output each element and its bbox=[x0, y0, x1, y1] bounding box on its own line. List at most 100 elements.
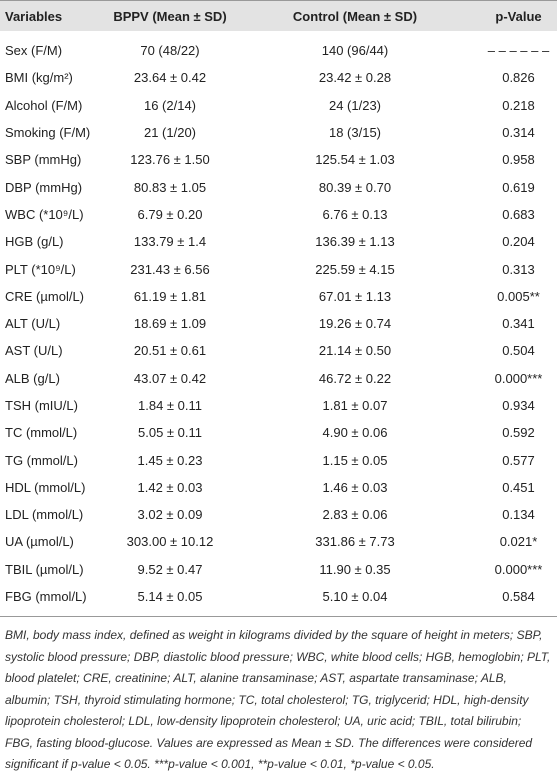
value-cell: 23.42 ± 0.28 bbox=[318, 70, 392, 86]
value-cell: 6.79 ± 0.20 bbox=[137, 206, 203, 222]
variable-cell: WBC (*10⁹/L) bbox=[5, 206, 84, 222]
table-row: HDL (mmol/L) 1.42 ± 0.03 1.46 ± 0.03 0.451 bbox=[0, 474, 557, 501]
value-cell: 23.64 ± 0.42 bbox=[133, 70, 207, 86]
value-cell: 225.59 ± 4.15 bbox=[315, 261, 395, 277]
table-row: WBC (*10⁹/L) 6.79 ± 0.20 6.76 ± 0.13 0.683 bbox=[0, 201, 557, 228]
value-cell: 6.76 ± 0.13 bbox=[322, 206, 388, 222]
variable-cell: TBIL (µmol/L) bbox=[5, 561, 84, 577]
value-cell: 18.69 ± 1.09 bbox=[133, 316, 207, 332]
variable-cell: TSH (mIU/L) bbox=[5, 398, 78, 413]
variable-cell: HGB (g/L) bbox=[5, 234, 64, 250]
value-cell: 24 (1/23) bbox=[328, 97, 382, 113]
value-cell: 0.021* bbox=[499, 534, 538, 550]
footnote: BMI, body mass index, defined as weight … bbox=[5, 628, 551, 772]
table-row: TSH (mIU/L) 1.84 ± 0.11 1.81 ± 0.07 0.934 bbox=[0, 392, 557, 419]
value-cell: 18 (3/15) bbox=[328, 125, 382, 141]
header-cell: BPPV (Mean ± SD) bbox=[110, 0, 230, 31]
value-cell: 125.54 ± 1.03 bbox=[315, 152, 395, 168]
value-cell: 0.584 bbox=[480, 582, 557, 618]
table-row: SBP (mmHg) 123.76 ± 1.50 125.54 ± 1.03 0.95… bbox=[0, 146, 557, 173]
variable-cell: DBP (mmHg) bbox=[5, 179, 83, 195]
value-cell: 1.45 ± 0.23 bbox=[137, 452, 203, 468]
value-cell: 0.341 bbox=[502, 316, 535, 332]
table-row: TG (mmol/L) 1.45 ± 0.23 1.15 ± 0.05 0.577 bbox=[0, 446, 557, 473]
value-cell: 0.826 bbox=[502, 70, 535, 86]
value-cell: 0.314 bbox=[502, 125, 535, 141]
variable-cell: FBG (mmol/L) bbox=[0, 582, 110, 618]
value-cell: 133.79 ± 1.4 bbox=[133, 234, 207, 250]
table-body: Sex (F/M) 70 (48/22) 140 (96/44) – – – – – … bbox=[0, 31, 557, 618]
value-cell: 303.00 ± 10.12 bbox=[126, 534, 214, 550]
variable-cell: HDL (mmol/L) bbox=[5, 479, 86, 495]
table-row: FBG (mmol/L) 5.14 ± 0.05 5.10 ± 0.04 0.584 bbox=[0, 582, 557, 618]
variable-cell: Alcohol (F/M) bbox=[5, 97, 83, 113]
variable-cell: CRE (µmol/L) bbox=[5, 288, 84, 304]
table-row: TC (mmol/L) 5.05 ± 0.11 4.90 ± 0.06 0.592 bbox=[0, 419, 557, 446]
variable-cell: AST (U/L) bbox=[5, 343, 63, 359]
value-cell: 0.934 bbox=[502, 398, 535, 413]
variable-cell: Sex (F/M) bbox=[5, 43, 63, 59]
value-cell: 11.90 ± 0.35 bbox=[319, 561, 391, 577]
table-row: LDL (mmol/L) 3.02 ± 0.09 2.83 ± 0.06 0.134 bbox=[0, 501, 557, 528]
value-cell: 5.14 ± 0.05 bbox=[110, 582, 230, 618]
data-table: Variables BPPV (Mean ± SD) Control (Mean ±… bbox=[0, 0, 557, 618]
table-row: Sex (F/M) 70 (48/22) 140 (96/44) – – – – – … bbox=[0, 31, 557, 64]
value-cell: – – – – – – bbox=[487, 43, 550, 59]
table-row: ALT (U/L) 18.69 ± 1.09 19.26 ± 0.74 0.341 bbox=[0, 310, 557, 337]
variable-cell: TG (mmol/L) bbox=[5, 452, 78, 468]
variable-cell: LDL (mmol/L) bbox=[5, 507, 84, 523]
value-cell: 67.01 ± 1.13 bbox=[318, 288, 392, 304]
value-cell: 0.005** bbox=[497, 288, 540, 304]
value-cell: 1.46 ± 0.03 bbox=[322, 479, 388, 495]
value-cell: 80.83 ± 1.05 bbox=[133, 179, 207, 195]
variable-cell: ALT (U/L) bbox=[5, 316, 61, 332]
value-cell: 0.218 bbox=[502, 97, 535, 113]
variable-cell: TC (mmol/L) bbox=[5, 425, 78, 441]
value-cell: 43.07 ± 0.42 bbox=[133, 370, 207, 386]
table-row: BMI (kg/m²) 23.64 ± 0.42 23.42 ± 0.28 0.826 bbox=[0, 64, 557, 91]
value-cell: 0.000*** bbox=[494, 370, 543, 386]
table-row: PLT (*10⁹/L) 231.43 ± 6.56 225.59 ± 4.15 0.… bbox=[0, 255, 557, 282]
value-cell: 21.14 ± 0.50 bbox=[318, 343, 392, 359]
table-row: CRE (µmol/L) 61.19 ± 1.81 67.01 ± 1.13 0.00… bbox=[0, 283, 557, 310]
table-row: AST (U/L) 20.51 ± 0.61 21.14 ± 0.50 0.504 bbox=[0, 337, 557, 364]
value-cell: 2.83 ± 0.06 bbox=[322, 507, 388, 523]
value-cell: 0.451 bbox=[502, 479, 535, 495]
value-cell: 1.42 ± 0.03 bbox=[137, 479, 203, 495]
table-row: UA (µmol/L) 303.00 ± 10.12 331.86 ± 7.73 0.… bbox=[0, 528, 557, 555]
value-cell: 0.592 bbox=[502, 425, 535, 441]
value-cell: 1.84 ± 0.11 bbox=[138, 398, 202, 413]
variable-cell: UA (µmol/L) bbox=[5, 534, 74, 550]
variable-cell: SBP (mmHg) bbox=[5, 152, 82, 168]
value-cell: 3.02 ± 0.09 bbox=[137, 507, 203, 523]
value-cell: 0.134 bbox=[502, 507, 535, 523]
value-cell: 123.76 ± 1.50 bbox=[130, 152, 210, 168]
value-cell: 20.51 ± 0.61 bbox=[133, 343, 207, 359]
value-cell: 0.204 bbox=[502, 234, 535, 250]
value-cell: 21 (1/20) bbox=[143, 125, 197, 141]
value-cell: 331.86 ± 7.73 bbox=[315, 534, 395, 550]
variable-cell: BMI (kg/m²) bbox=[5, 70, 73, 86]
value-cell: 0.683 bbox=[502, 206, 535, 222]
value-cell: 80.39 ± 0.70 bbox=[318, 179, 392, 195]
table-row: Smoking (F/M) 21 (1/20) 18 (3/15) 0.314 bbox=[0, 119, 557, 146]
value-cell: 0.313 bbox=[502, 261, 535, 277]
header-cell: p-Value bbox=[480, 0, 557, 31]
value-cell: 46.72 ± 0.22 bbox=[318, 370, 392, 386]
value-cell: 0.958 bbox=[502, 152, 535, 168]
header-cell: Control (Mean ± SD) bbox=[230, 0, 480, 31]
value-cell: 231.43 ± 6.56 bbox=[130, 261, 210, 277]
value-cell: 1.15 ± 0.05 bbox=[322, 452, 388, 468]
table-row: Alcohol (F/M) 16 (2/14) 24 (1/23) 0.218 bbox=[0, 92, 557, 119]
value-cell: 19.26 ± 0.74 bbox=[318, 316, 392, 332]
value-cell: 4.90 ± 0.06 bbox=[322, 425, 388, 441]
value-cell: 70 (48/22) bbox=[140, 43, 200, 59]
value-cell: 16 (2/14) bbox=[143, 97, 197, 113]
table-row: HGB (g/L) 133.79 ± 1.4 136.39 ± 1.13 0.204 bbox=[0, 228, 557, 255]
value-cell: 5.05 ± 0.11 bbox=[138, 425, 202, 441]
value-cell: 0.619 bbox=[502, 179, 535, 195]
value-cell: 0.504 bbox=[502, 343, 535, 359]
value-cell: 5.10 ± 0.04 bbox=[230, 582, 480, 618]
value-cell: 61.19 ± 1.81 bbox=[133, 288, 207, 304]
